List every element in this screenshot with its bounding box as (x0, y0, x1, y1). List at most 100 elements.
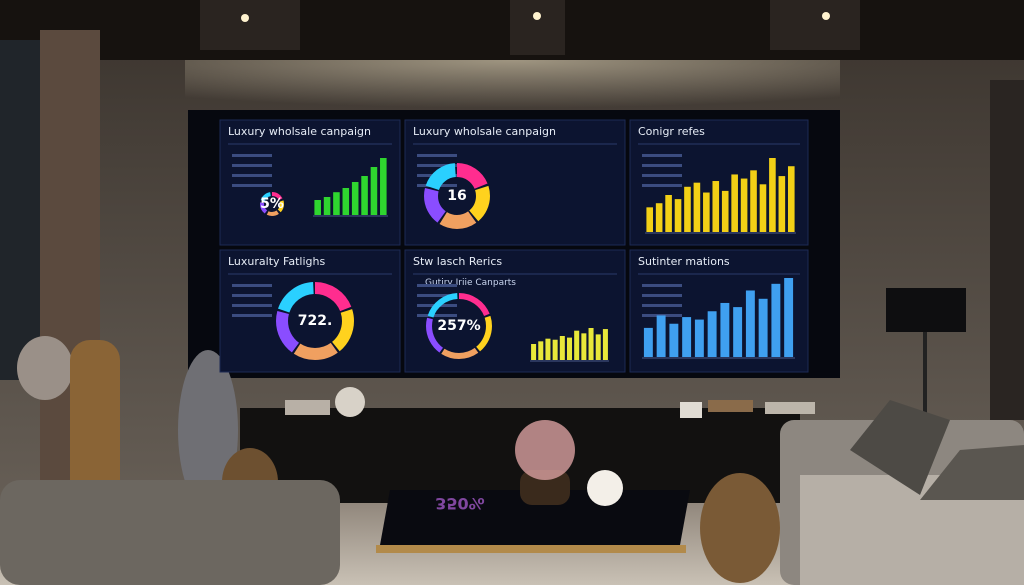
bar (602, 329, 608, 360)
beam (770, 0, 860, 50)
legend-line (417, 294, 457, 297)
bar (787, 166, 795, 232)
bar (784, 278, 794, 357)
bar (370, 167, 378, 215)
panel-title: Stw lasch Rerics (413, 255, 502, 268)
flowers (515, 420, 575, 480)
bar (342, 188, 350, 215)
vase (587, 470, 623, 506)
legend-line (642, 294, 682, 297)
vase (17, 336, 73, 400)
dashboard: Luxury wholsale canpaign 5% Luxury wholsal… (219, 119, 809, 373)
ring-center-label: 722. (298, 313, 333, 329)
legend-line (232, 284, 272, 287)
bar (643, 327, 653, 357)
bar (581, 333, 587, 360)
bar (351, 182, 359, 215)
legend-line (642, 304, 682, 307)
bar (759, 184, 767, 232)
ring-segment (424, 163, 490, 229)
bar (694, 319, 704, 357)
bar (595, 334, 601, 360)
bar (333, 192, 340, 215)
ring-segment (276, 282, 354, 360)
bar (731, 174, 738, 232)
beam (510, 0, 565, 55)
ring-segment (260, 192, 284, 216)
bar (682, 317, 692, 357)
bar (646, 207, 654, 232)
bar (588, 328, 594, 360)
lamp-stand (923, 332, 927, 452)
ring-segment (426, 293, 492, 359)
legend-line (232, 294, 272, 297)
panel-title: Luxuralty Fatlighs (228, 255, 325, 268)
flower-bowl (520, 470, 570, 505)
panel-title: Luxury wholsale canpaign (228, 125, 371, 138)
panel (404, 249, 626, 373)
ring-segment (260, 192, 284, 216)
ring-segment (424, 163, 490, 229)
legend-line (642, 284, 682, 287)
ring-center-label: 5% (260, 196, 284, 212)
bar (703, 192, 710, 232)
bar (745, 290, 755, 357)
bar (769, 158, 776, 232)
bar (693, 182, 701, 232)
bar (552, 339, 558, 360)
bar (721, 190, 729, 232)
ceiling-light (533, 12, 541, 20)
panel-subtitle: Gutiry Iriie Canparts (425, 278, 516, 288)
bar (684, 186, 691, 232)
bar (531, 344, 537, 360)
bar (771, 283, 781, 357)
bar (750, 170, 757, 232)
legend-line (232, 164, 272, 167)
lantern (700, 473, 780, 583)
panel-title: Conigr refes (638, 125, 705, 138)
bar (566, 337, 573, 360)
legend-line (232, 154, 272, 157)
panel-title: Luxury wholsale canpaign (413, 125, 556, 138)
ring-segment (260, 192, 284, 216)
bar (574, 330, 580, 360)
ring-segment (276, 282, 354, 360)
bar (665, 195, 672, 232)
bar (720, 302, 730, 357)
legend-line (232, 314, 272, 317)
ring-segment (426, 293, 492, 359)
beam (200, 0, 300, 50)
bar (758, 298, 768, 357)
bar (669, 323, 679, 357)
books (765, 402, 815, 414)
bar (712, 181, 720, 232)
plant-pot (680, 402, 702, 418)
bar (778, 176, 786, 232)
legend-line (417, 284, 457, 287)
legend-line (642, 164, 682, 167)
bar (545, 338, 551, 360)
ring-segment (426, 293, 492, 359)
books (285, 400, 330, 415)
ring-segment (260, 192, 284, 216)
bar (314, 200, 321, 215)
bar (559, 336, 565, 360)
doorway (990, 80, 1024, 420)
bar (740, 178, 748, 232)
bar (656, 315, 666, 357)
vase (178, 350, 238, 510)
ring-segment (424, 163, 490, 229)
ring-segment (426, 293, 492, 359)
ceiling-light (822, 12, 830, 20)
books (708, 400, 753, 412)
legend-line (642, 184, 682, 187)
legend-line (232, 304, 272, 307)
legend-line (642, 154, 682, 157)
bar (538, 341, 544, 360)
table-frame (376, 545, 686, 553)
ring-segment (276, 282, 354, 360)
legend-line (232, 184, 272, 187)
